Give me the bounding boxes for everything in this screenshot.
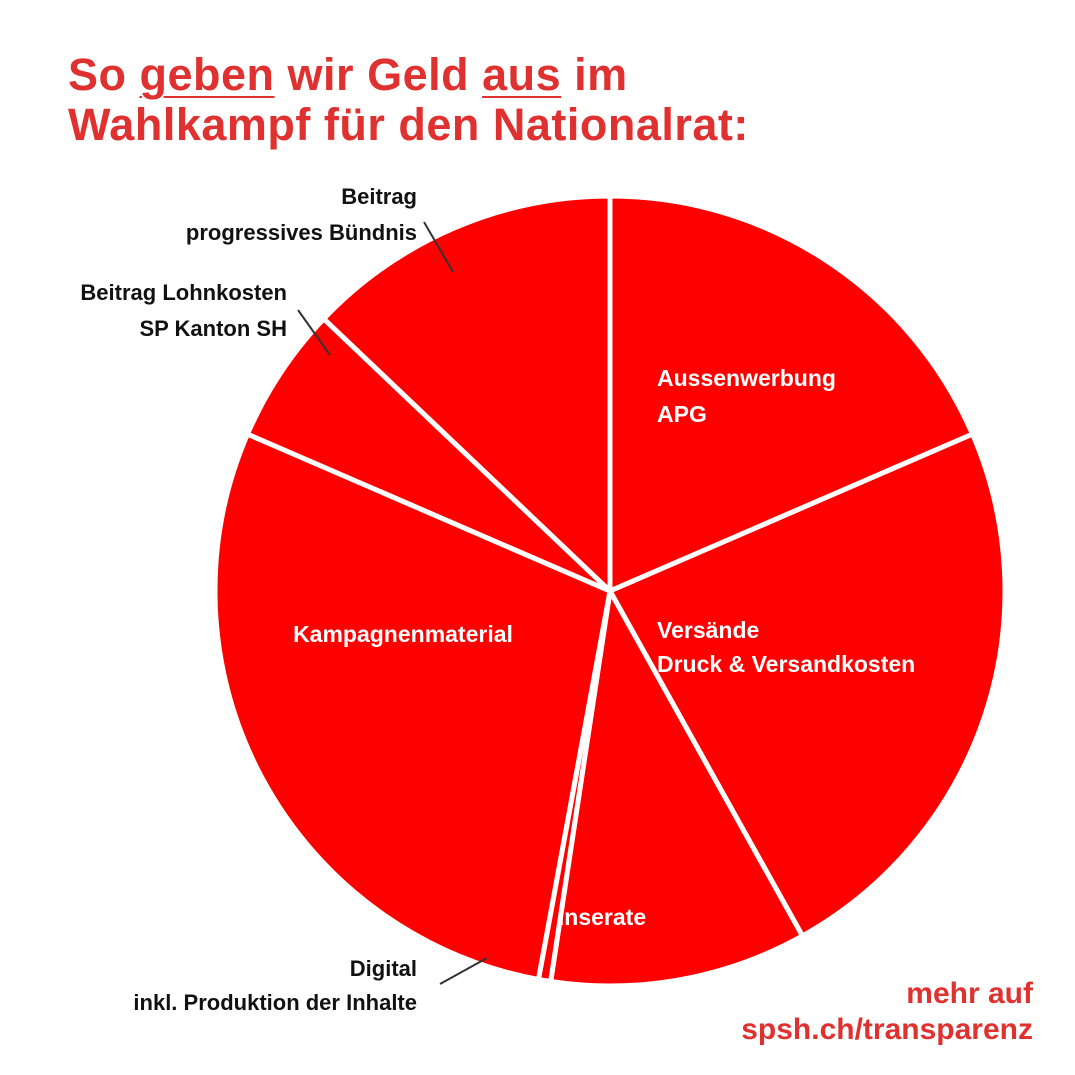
slice-label-line: Beitrag Lohnkosten bbox=[80, 280, 287, 305]
pie-slice bbox=[547, 583, 806, 989]
title-word: im bbox=[561, 49, 628, 100]
slice-label-line: Druck & Versandkosten bbox=[657, 651, 915, 677]
title-word-underlined: aus bbox=[482, 49, 562, 100]
pie-slice bbox=[320, 193, 613, 597]
slice-label-line: Versände bbox=[657, 617, 759, 643]
page-title: So geben wir Geld aus im Wahlkampf für de… bbox=[68, 50, 749, 150]
slice-label: Beitrag Lohnkosten SP Kanton SH bbox=[80, 280, 287, 341]
footer-url[interactable]: spsh.ch/transparenz bbox=[741, 1013, 1033, 1046]
pie-slice bbox=[606, 430, 1008, 940]
slice-label-line: Digital bbox=[350, 956, 417, 981]
title-line-2: Wahlkampf für den Nationalrat: bbox=[68, 99, 749, 150]
footer-line-1: mehr auf bbox=[906, 977, 1033, 1010]
slice-label-line: Inserate bbox=[558, 904, 646, 930]
slice-label-line: APG bbox=[657, 401, 707, 427]
pie-slice bbox=[212, 430, 613, 983]
pie-slice bbox=[244, 315, 612, 594]
slice-label: Kampagnenmaterial bbox=[293, 621, 513, 647]
pie-slice bbox=[607, 193, 976, 595]
label-leader-line bbox=[297, 309, 331, 356]
slice-label-line: SP Kanton SH bbox=[139, 316, 287, 341]
slice-label: Beitrag progressives Bündnis bbox=[186, 184, 417, 245]
slice-label: Digital inkl. Produktion der Inhalte bbox=[133, 956, 417, 1015]
slice-label-line: Beitrag bbox=[341, 184, 417, 209]
title-word: So bbox=[68, 49, 140, 100]
title-word: wir Geld bbox=[274, 49, 483, 100]
slice-label-line: Aussenwerbung bbox=[657, 365, 836, 391]
title-word-underlined: geben bbox=[139, 49, 275, 100]
slice-label: Versände Druck & Versandkosten bbox=[657, 617, 915, 677]
label-leader-line bbox=[439, 957, 488, 985]
slice-label: Inserate bbox=[558, 904, 646, 930]
slice-label-line: Kampagnenmaterial bbox=[293, 621, 513, 647]
slice-label-line: progressives Bündnis bbox=[186, 220, 417, 245]
slice-label: Aussenwerbung APG bbox=[657, 365, 836, 427]
footer-link-text[interactable]: mehr auf spsh.ch/transparenz bbox=[741, 976, 1033, 1048]
label-leader-line bbox=[423, 221, 454, 273]
slice-label-line: inkl. Produktion der Inhalte bbox=[133, 990, 417, 1015]
